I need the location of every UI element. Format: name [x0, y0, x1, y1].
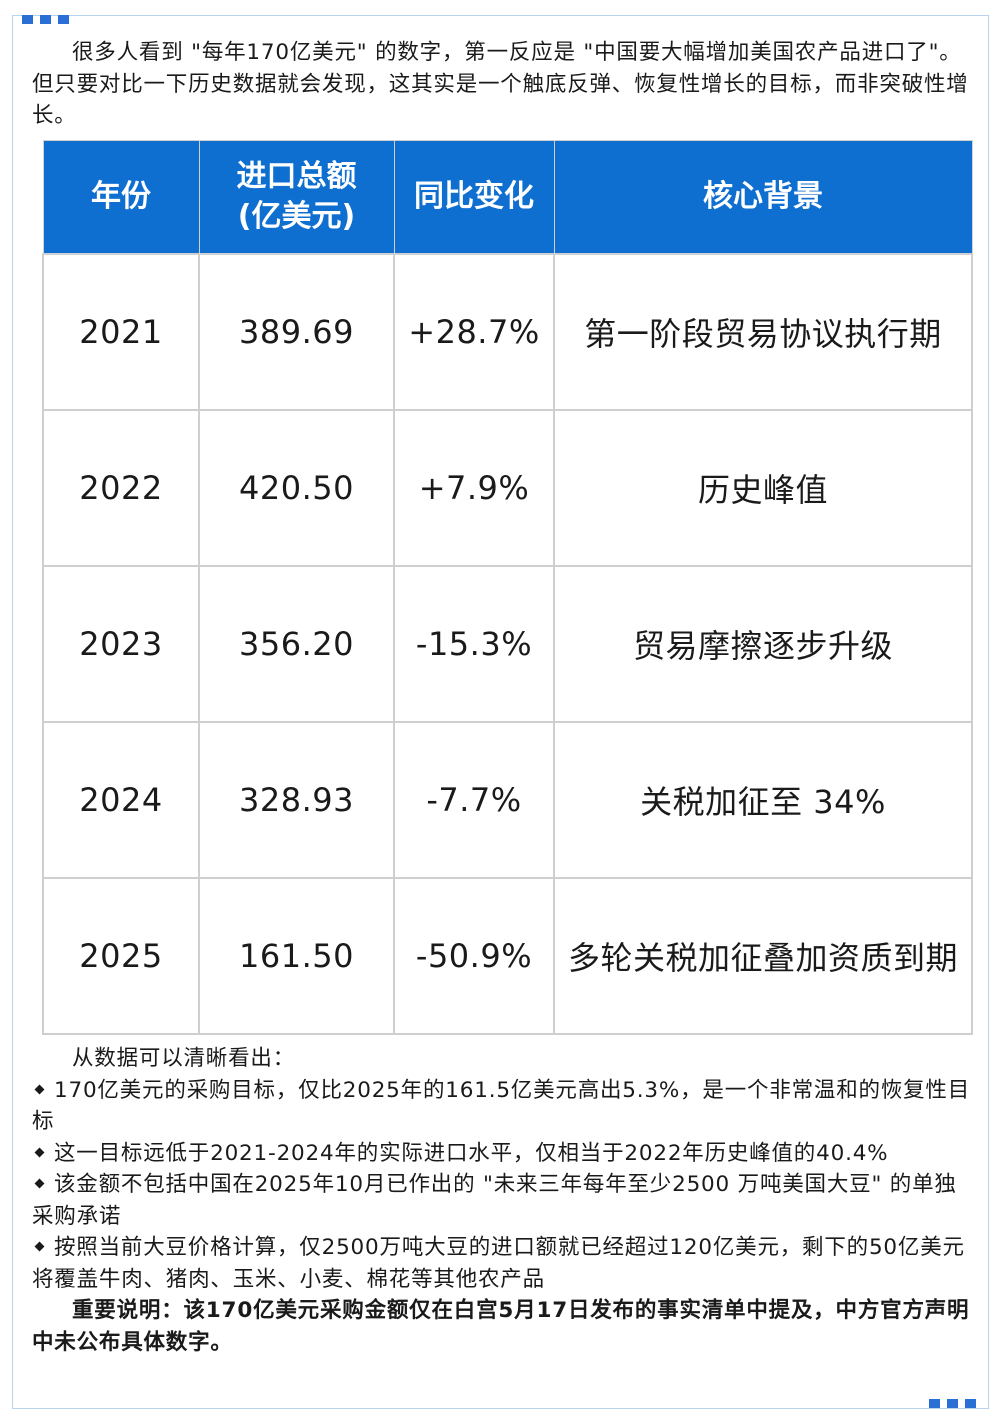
decor — [58, 15, 69, 24]
table-cell: 关税加征至 34% — [553, 721, 973, 879]
table-row: 2024 328.93 -7.7% 关税加征至 34% — [42, 721, 973, 879]
decor — [965, 1399, 976, 1408]
summary-lead: 从数据可以清晰看出： — [72, 1046, 296, 1071]
table-cell: 389.69 — [198, 253, 395, 411]
bullet-marker — [34, 1241, 45, 1252]
table-cell: +7.9% — [393, 409, 555, 567]
table-cell: 356.20 — [198, 565, 395, 723]
table-row: 2023 356.20 -15.3% 贸易摩擦逐步升级 — [42, 565, 973, 723]
header-row: 年份 进口总额 (亿美元) 同比变化 核心背景 — [42, 140, 973, 255]
header-cell: 同比变化 — [393, 140, 555, 255]
table-row: 2021 389.69 +28.7% 第一阶段贸易协议执行期 — [42, 253, 973, 411]
summary: 从数据可以清晰看出： 170亿美元的采购目标，仅比2025年的161.5亿美元高… — [32, 1043, 972, 1358]
intro-paragraph: 很多人看到 "每年170亿美元" 的数字，第一反应是 "中国要大幅增加美国农产品… — [32, 40, 969, 128]
bullet-item: 该金额不包括中国在2025年10月已作出的 "未来三年每年至少2500 万吨美国… — [32, 1169, 972, 1232]
table-row: 2022 420.50 +7.9% 历史峰值 — [42, 409, 973, 567]
header-cell: 核心背景 — [553, 140, 973, 255]
table-cell: 第一阶段贸易协议执行期 — [553, 253, 973, 411]
data-table: 年份 进口总额 (亿美元) 同比变化 核心背景 2021 389.69 +28.7% 第一阶… — [42, 140, 973, 1035]
bullet-item: 这一目标远低于2021-2024年的实际进口水平，仅相当于2022年历史峰值的4… — [32, 1138, 972, 1170]
table-cell: -50.9% — [393, 877, 555, 1035]
table-cell: +28.7% — [393, 253, 555, 411]
header-cell: 进口总额 (亿美元) — [198, 140, 395, 255]
table-cell: 2023 — [42, 565, 200, 723]
table-cell: 420.50 — [198, 409, 395, 567]
decor — [929, 1399, 940, 1408]
table-cell: 2024 — [42, 721, 200, 879]
table-body: 2021 389.69 +28.7% 第一阶段贸易协议执行期 2022 420.50 +7.… — [42, 253, 973, 1035]
note: 重要说明：该170亿美元采购金额仅在白宫5月17日发布的事实清单中提及，中方官方… — [32, 1298, 970, 1355]
table-cell: 161.50 — [198, 877, 395, 1035]
bullet-text: 这一目标远低于2021-2024年的实际进口水平，仅相当于2022年历史峰值的4… — [54, 1140, 889, 1166]
bullet-marker — [34, 1178, 45, 1189]
table-cell: 328.93 — [198, 721, 395, 879]
decor — [22, 15, 33, 24]
table-cell: -15.3% — [393, 565, 555, 723]
table-cell: 历史峰值 — [553, 409, 973, 567]
table-cell: 2022 — [42, 409, 200, 567]
bullet-text: 该金额不包括中国在2025年10月已作出的 "未来三年每年至少2500 万吨美国… — [32, 1172, 957, 1229]
bullet-text: 按照当前大豆价格计算，仅2500万吨大豆的进口额就已经超过120亿美元，剩下的5… — [32, 1235, 965, 1292]
bullet-item: 按照当前大豆价格计算，仅2500万吨大豆的进口额就已经超过120亿美元，剩下的5… — [32, 1232, 972, 1295]
bullet-marker — [34, 1147, 45, 1157]
bullet-marker — [34, 1084, 45, 1094]
decor — [947, 1399, 958, 1408]
decor — [40, 15, 51, 24]
table-cell: 多轮关税加征叠加资质到期 — [553, 877, 973, 1035]
table-cell: 2021 — [42, 253, 200, 411]
bullet-list: 170亿美元的采购目标，仅比2025年的161.5亿美元高出5.3%，是一个非常… — [32, 1075, 972, 1296]
page-frame — [12, 15, 989, 1409]
bullet-text: 170亿美元的采购目标，仅比2025年的161.5亿美元高出5.3%，是一个非常… — [32, 1077, 971, 1135]
table-cell: -7.7% — [393, 721, 555, 879]
table-cell: 2025 — [42, 877, 200, 1035]
bullet-item: 170亿美元的采购目标，仅比2025年的161.5亿美元高出5.3%，是一个非常… — [32, 1075, 972, 1138]
header-cell: 年份 — [42, 140, 200, 255]
table-cell: 贸易摩擦逐步升级 — [553, 565, 973, 723]
table-row: 2025 161.50 -50.9% 多轮关税加征叠加资质到期 — [42, 877, 973, 1035]
